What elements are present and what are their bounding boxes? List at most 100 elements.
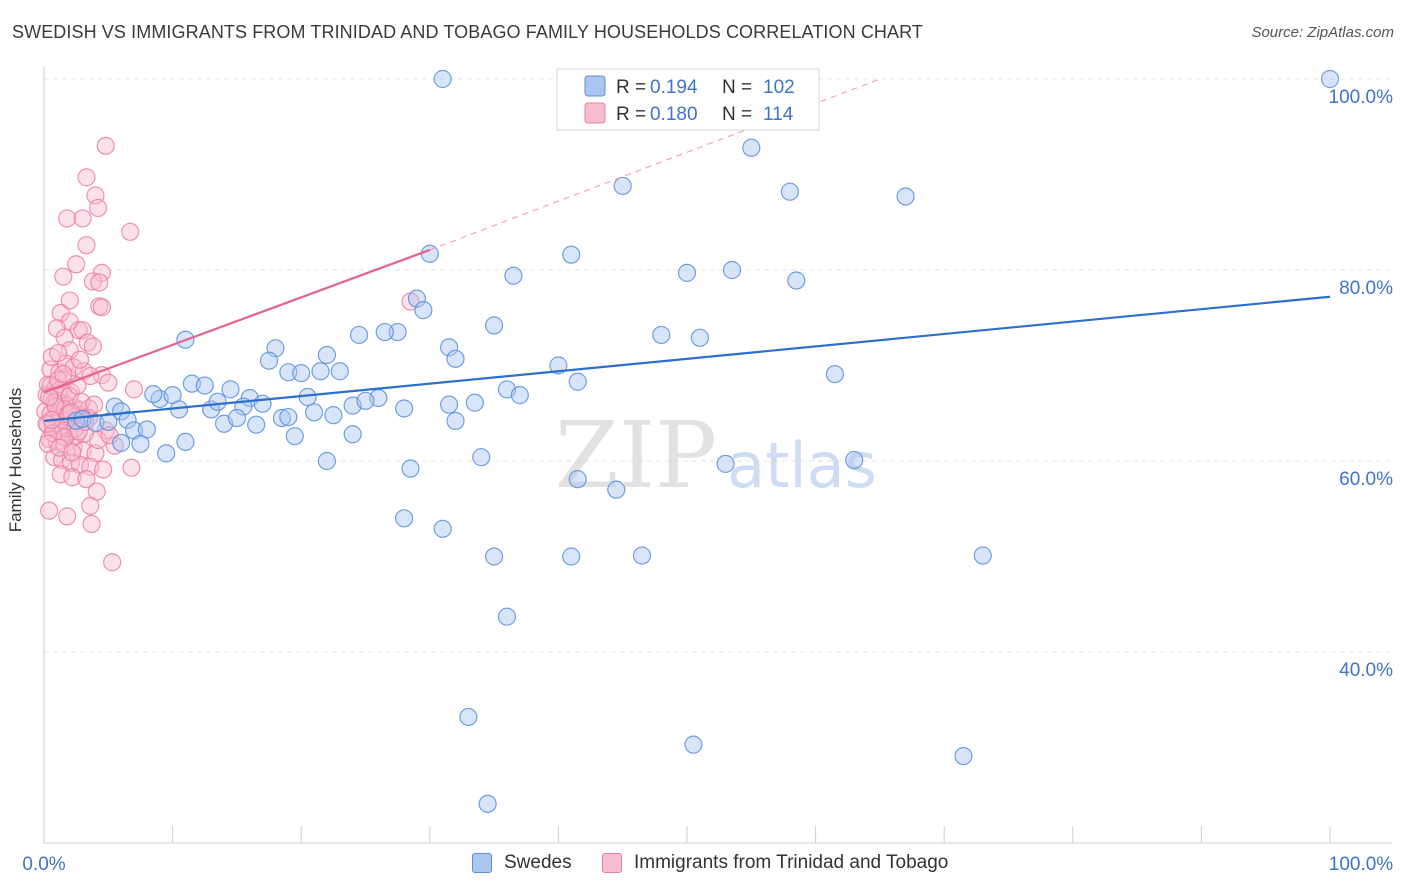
swedes-point xyxy=(118,410,137,430)
stats-r-label-trinidad: R = xyxy=(616,104,646,125)
grid xyxy=(44,78,1392,653)
swedes-point xyxy=(227,408,246,428)
trinidad-point xyxy=(94,460,113,479)
stats-r-label-swedes: R = xyxy=(616,77,646,98)
trinidad-point xyxy=(121,222,140,241)
stats-r-value-swedes: 0.194 xyxy=(650,77,698,98)
y-tick-label: 60.0% xyxy=(1339,469,1393,490)
swedes-point xyxy=(722,260,742,280)
swedes-point xyxy=(472,448,491,467)
legend-swatch-trinidad xyxy=(602,853,622,873)
swedes-point xyxy=(317,345,337,365)
swedes-point xyxy=(195,376,214,395)
swedes-point xyxy=(388,322,407,342)
legend-item-swedes[interactable]: Swedes xyxy=(472,852,572,874)
trinidad-point xyxy=(90,273,109,292)
trinidad-point xyxy=(86,444,105,463)
swedes-point xyxy=(259,351,279,370)
swedes-point xyxy=(157,444,176,463)
stats-n-value-swedes: 102 xyxy=(763,77,795,98)
swedes-point xyxy=(433,69,452,89)
swedes-point xyxy=(330,362,349,381)
swedes-point xyxy=(99,412,118,431)
swedes-point xyxy=(896,187,915,206)
swedes-point xyxy=(684,735,703,754)
trinidad-point xyxy=(63,443,82,462)
swedes-point xyxy=(613,176,632,196)
watermark: ZIP atlas xyxy=(555,402,877,509)
trinidad-point xyxy=(58,507,77,526)
swedes-point xyxy=(562,245,581,264)
swedes-point xyxy=(311,362,330,381)
trinidad-point xyxy=(51,465,70,484)
swedes-point xyxy=(439,338,459,357)
trinidad-point xyxy=(92,298,111,317)
trinidad-point xyxy=(77,168,96,187)
stats-r-value-trinidad: 0.180 xyxy=(650,104,698,125)
trinidad-point xyxy=(73,209,92,228)
trinidad-point xyxy=(70,350,90,369)
swedes-point xyxy=(279,363,298,382)
swedes-point xyxy=(221,380,240,399)
stats-n-label-trinidad: N = xyxy=(722,104,752,125)
swedes-point xyxy=(401,459,420,478)
swedes-point xyxy=(690,328,709,347)
chart-title: SWEDISH VS IMMIGRANTS FROM TRINIDAD AND … xyxy=(12,22,923,42)
swedes-point xyxy=(343,425,362,444)
swedes-point xyxy=(465,393,484,412)
trinidad-point xyxy=(58,209,77,228)
swedes-point xyxy=(439,395,459,414)
swedes-point xyxy=(414,301,433,320)
series-swedes-points xyxy=(67,69,1340,813)
swedes-point xyxy=(446,349,465,368)
legend-label-trinidad: Immigrants from Trinidad and Tobago xyxy=(634,852,949,873)
trinidad-point xyxy=(122,458,141,477)
trinidad-point xyxy=(81,496,100,515)
series-trinidad-points xyxy=(36,136,420,572)
swedes-point xyxy=(446,411,465,430)
trinidad-point xyxy=(96,136,115,155)
trinidad-point xyxy=(63,468,82,487)
trinidad-point xyxy=(47,319,66,338)
swedes-point xyxy=(716,454,735,473)
swedes-point xyxy=(607,480,626,499)
swedes-point xyxy=(176,432,195,451)
trinidad-point xyxy=(64,358,83,377)
swedes-point xyxy=(304,403,324,422)
stats-swatch-trinidad xyxy=(584,102,606,124)
swedes-point xyxy=(825,364,844,384)
stats-n-value-trinidad: 114 xyxy=(763,104,794,125)
legend-label-swedes: Swedes xyxy=(504,852,572,873)
trinidad-point xyxy=(61,403,81,422)
swedes-point xyxy=(247,415,266,434)
trinidad-point xyxy=(67,255,86,274)
legend-swatch-swedes xyxy=(472,853,492,873)
swedes-point xyxy=(485,547,504,566)
swedes-point xyxy=(562,547,581,566)
swedes-point xyxy=(131,434,150,453)
axes xyxy=(43,67,1392,844)
trinidad-point xyxy=(49,370,68,389)
swedes-point xyxy=(742,138,761,157)
trinidad-point xyxy=(83,337,102,356)
y-tick-label: 80.0% xyxy=(1339,278,1393,299)
trinidad-point xyxy=(82,514,101,534)
trinidad-point xyxy=(88,198,108,218)
swedes-point xyxy=(677,263,697,282)
swedes-trend-line xyxy=(43,295,1331,422)
y-tick-label: 100.0% xyxy=(1329,87,1394,108)
swedes-point xyxy=(253,394,272,413)
legend-item-trinidad[interactable]: Immigrants from Trinidad and Tobago xyxy=(602,852,948,874)
swedes-point xyxy=(568,372,587,391)
swedes-point xyxy=(652,325,671,345)
stats-swatch-swedes xyxy=(584,75,606,97)
swedes-point xyxy=(568,470,587,489)
swedes-point xyxy=(504,266,523,285)
trinidad-point xyxy=(54,267,73,286)
swedes-point xyxy=(272,408,292,428)
trinidad-point xyxy=(83,272,102,291)
trinidad-point xyxy=(124,380,144,399)
swedes-point xyxy=(632,546,652,565)
swedes-point xyxy=(86,413,105,432)
